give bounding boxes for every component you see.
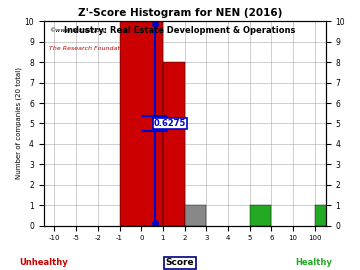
Bar bbox=[163, 62, 185, 226]
Bar bbox=[315, 205, 337, 226]
Text: ©www.textbiz.org: ©www.textbiz.org bbox=[49, 27, 107, 33]
Bar bbox=[250, 205, 271, 226]
Y-axis label: Number of companies (20 total): Number of companies (20 total) bbox=[15, 68, 22, 180]
Text: Unhealthy: Unhealthy bbox=[19, 258, 68, 267]
Text: Healthy: Healthy bbox=[295, 258, 332, 267]
Text: 0.6275: 0.6275 bbox=[154, 119, 186, 128]
Text: Industry: Real Estate Development & Operations: Industry: Real Estate Development & Oper… bbox=[64, 26, 296, 35]
Text: Score: Score bbox=[166, 258, 194, 267]
Text: Z'-Score Histogram for NEN (2016): Z'-Score Histogram for NEN (2016) bbox=[78, 8, 282, 18]
Bar bbox=[185, 205, 206, 226]
Text: The Research Foundation of SUNY: The Research Foundation of SUNY bbox=[49, 46, 157, 51]
Bar bbox=[120, 21, 163, 226]
